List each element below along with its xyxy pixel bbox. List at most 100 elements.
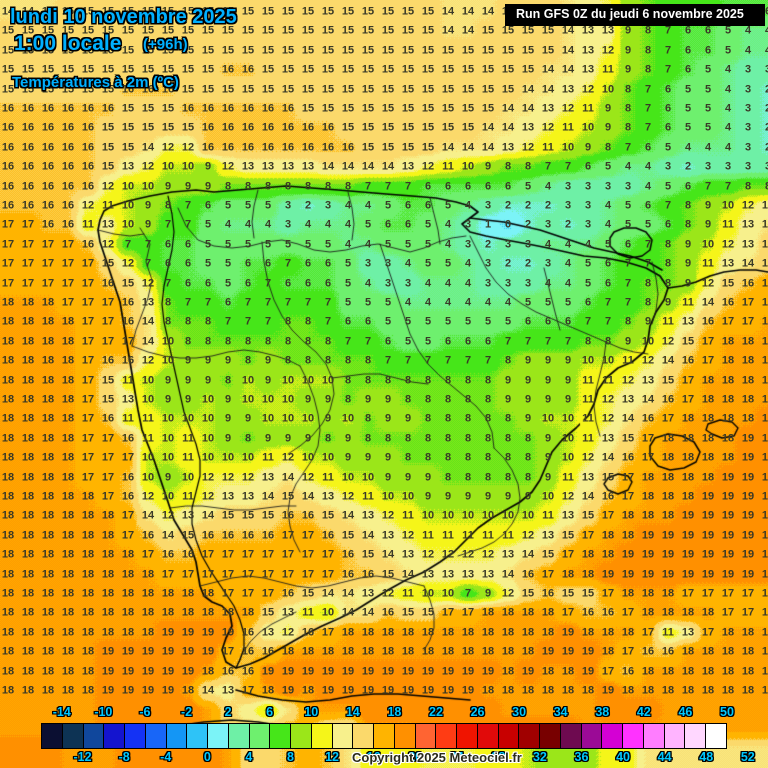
grid-value: 6 <box>304 277 312 290</box>
grid-value: 7 <box>464 354 472 367</box>
grid-value: 14 <box>481 121 495 134</box>
grid-value: 8 <box>184 335 192 348</box>
grid-value: 18 <box>41 587 55 600</box>
grid-value: 8 <box>464 393 472 406</box>
grid-value: 11 <box>602 374 614 387</box>
grid-value: 13 <box>381 529 395 542</box>
grid-value: 18 <box>81 529 95 542</box>
grid-value: 15 <box>141 5 155 18</box>
grid-value: 10 <box>161 160 175 173</box>
grid-value: 18 <box>701 471 715 484</box>
grid-value: 14 <box>341 160 355 173</box>
grid-value: 8 <box>524 471 532 484</box>
grid-value: 12 <box>121 257 135 270</box>
grid-value: 5 <box>524 180 532 193</box>
legend-swatch <box>436 724 457 748</box>
grid-value: 5 <box>664 141 672 154</box>
grid-value: 12 <box>581 83 595 96</box>
grid-value: 11 <box>582 102 594 115</box>
legend-tick-label-bottom: 8 <box>286 750 294 764</box>
grid-value: 17 <box>681 374 695 387</box>
grid-value: 11 <box>262 451 274 464</box>
grid-value: 9 <box>484 587 492 600</box>
grid-value: 15 <box>221 44 235 57</box>
grid-value: 13 <box>541 102 555 115</box>
grid-value: 15 <box>141 24 155 37</box>
grid-value: 16 <box>281 509 295 522</box>
grid-value: 15 <box>261 24 275 37</box>
grid-value: 12 <box>661 335 675 348</box>
grid-value: 17 <box>561 548 575 561</box>
grid-value: 5 <box>224 199 232 212</box>
grid-value: 18 <box>1 432 15 445</box>
grid-value: 14 <box>461 141 475 154</box>
grid-value: 10 <box>581 354 595 367</box>
grid-value: 8 <box>504 354 512 367</box>
grid-value: 3 <box>284 218 292 231</box>
grid-value: 18 <box>521 684 535 697</box>
grid-value: 11 <box>562 471 574 484</box>
grid-value: 18 <box>1 451 15 464</box>
model-run-banner: Run GFS 0Z du jeudi 6 novembre 2025 <box>505 4 765 26</box>
grid-value: 17 <box>741 587 755 600</box>
grid-value: 15 <box>361 63 375 76</box>
grid-value: 18 <box>41 626 55 639</box>
grid-value: 4 <box>564 257 572 270</box>
grid-value: 18 <box>21 684 35 697</box>
legend-swatch <box>457 724 478 748</box>
grid-value: 16 <box>661 645 675 658</box>
grid-value: 11 <box>182 451 194 464</box>
grid-value: 3 <box>284 199 292 212</box>
grid-value: 10 <box>541 412 555 425</box>
grid-value: 10 <box>301 412 315 425</box>
grid-value: 12 <box>381 587 395 600</box>
grid-value: 13 <box>581 471 595 484</box>
grid-value: 4 <box>564 277 572 290</box>
grid-value: 10 <box>321 451 335 464</box>
grid-value: 12 <box>601 393 615 406</box>
grid-value: 11 <box>542 141 554 154</box>
grid-value: 9 <box>384 471 392 484</box>
grid-value: 16 <box>161 83 175 96</box>
grid-value: 8 <box>424 393 432 406</box>
grid-value: 14 <box>521 83 535 96</box>
grid-value: 4 <box>564 238 572 251</box>
grid-value: 15 <box>301 5 315 18</box>
legend-swatch <box>311 724 333 748</box>
grid-value: 18 <box>141 626 155 639</box>
grid-value: 18 <box>721 665 735 678</box>
grid-value: 10 <box>121 199 135 212</box>
grid-value: 9 <box>224 354 232 367</box>
grid-value: 19 <box>681 548 695 561</box>
grid-value: 5 <box>704 121 712 134</box>
grid-value: 9 <box>424 471 432 484</box>
grid-value: 5 <box>444 199 452 212</box>
grid-value: 15 <box>381 83 395 96</box>
grid-value: 10 <box>161 451 175 464</box>
grid-value: 18 <box>301 645 315 658</box>
grid-value: 18 <box>621 529 635 542</box>
grid-value: 18 <box>661 490 675 503</box>
grid-value: 12 <box>221 471 235 484</box>
grid-value: 16 <box>301 121 315 134</box>
grid-value: 17 <box>81 471 95 484</box>
grid-value: 8 <box>284 335 292 348</box>
grid-value: 14 <box>361 529 375 542</box>
grid-value: 15 <box>221 83 235 96</box>
grid-value: 18 <box>581 684 595 697</box>
grid-value: 5 <box>424 315 432 328</box>
grid-value: 19 <box>661 568 675 581</box>
grid-value: 9 <box>524 412 532 425</box>
grid-value: 15 <box>541 24 555 37</box>
grid-value: 6 <box>765 6 768 18</box>
grid-value: 19 <box>741 432 755 445</box>
grid-value: 19 <box>561 645 575 658</box>
legend-swatch <box>208 724 229 748</box>
grid-value: 11 <box>582 432 594 445</box>
grid-value: 17 <box>161 568 175 581</box>
grid-value: 15 <box>361 102 375 115</box>
grid-value: 16 <box>121 315 135 328</box>
grid-value: 18 <box>21 509 35 522</box>
grid-value: 15 <box>121 102 135 115</box>
